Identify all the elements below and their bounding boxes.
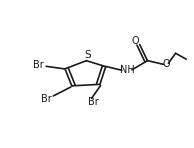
Text: O: O xyxy=(131,36,139,46)
Text: S: S xyxy=(85,50,91,60)
Text: Br: Br xyxy=(41,94,52,104)
Text: Br: Br xyxy=(33,60,44,70)
Text: O: O xyxy=(162,59,170,69)
Text: Br: Br xyxy=(88,97,99,107)
Text: NH: NH xyxy=(120,65,134,75)
